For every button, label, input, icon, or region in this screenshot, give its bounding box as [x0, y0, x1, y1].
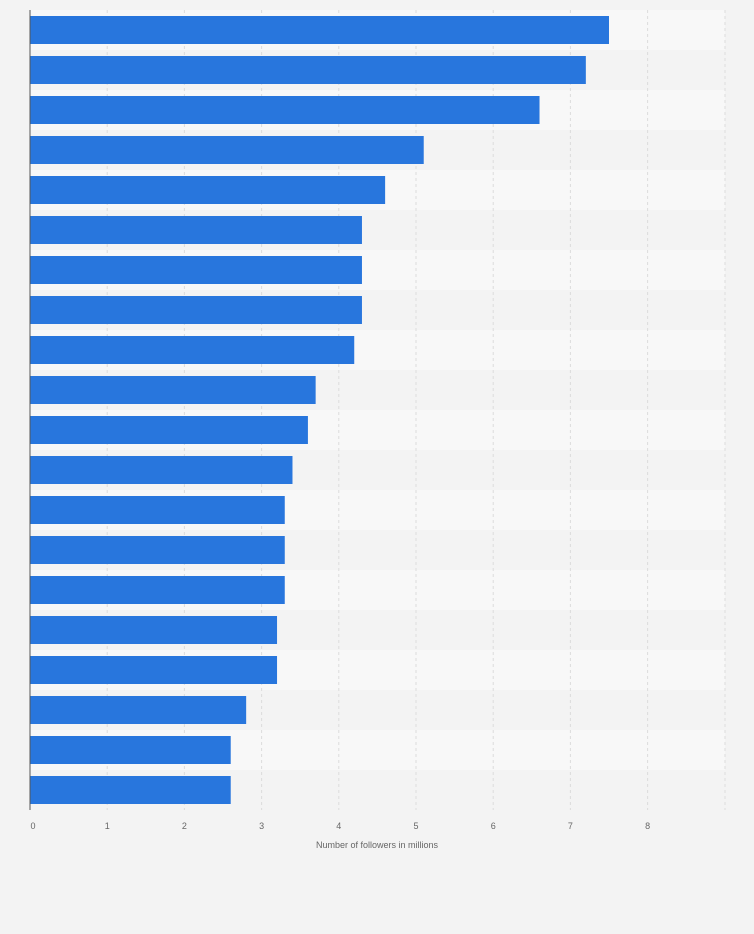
x-tick-label: 2: [182, 821, 187, 831]
bar[interactable]: [30, 696, 247, 724]
bar[interactable]: [30, 56, 586, 84]
bar[interactable]: [30, 656, 278, 684]
bar[interactable]: [30, 256, 362, 284]
x-tick-label: 8: [645, 821, 650, 831]
bar[interactable]: [30, 776, 231, 804]
bar[interactable]: [30, 336, 355, 364]
bar[interactable]: [30, 536, 285, 564]
bar[interactable]: [30, 376, 316, 404]
bar[interactable]: [30, 96, 540, 124]
bars: [30, 16, 609, 804]
x-tick-label: 6: [491, 821, 496, 831]
bar[interactable]: [30, 736, 231, 764]
x-tick-label: 4: [336, 821, 341, 831]
bar[interactable]: [30, 416, 308, 444]
bar[interactable]: [30, 216, 362, 244]
x-tick-label: 5: [413, 821, 418, 831]
bar[interactable]: [30, 616, 278, 644]
x-tick-label: 1: [105, 821, 110, 831]
bar[interactable]: [30, 136, 424, 164]
x-tick-label: 7: [568, 821, 573, 831]
x-tick-label: 3: [259, 821, 264, 831]
bar[interactable]: [30, 176, 386, 204]
bar[interactable]: [30, 456, 293, 484]
bar[interactable]: [30, 496, 285, 524]
bar[interactable]: [30, 16, 609, 44]
x-tick-labels: 0 1 2 3 4 5 6 7 8: [30, 821, 650, 831]
bar[interactable]: [30, 576, 285, 604]
x-axis-label: Number of followers in millions: [316, 840, 439, 850]
bar[interactable]: [30, 296, 362, 324]
row-bands: [30, 10, 725, 810]
x-tick-label: 0: [30, 821, 35, 831]
